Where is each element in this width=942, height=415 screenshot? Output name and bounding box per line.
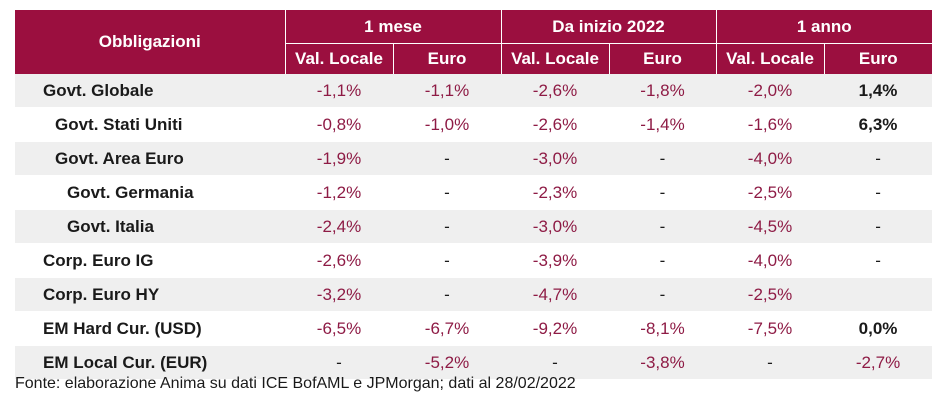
table-cell: -3,9% xyxy=(501,243,610,278)
table-cell: - xyxy=(609,243,717,278)
row-label: Govt. Globale xyxy=(15,74,285,108)
table-cell: -2,7% xyxy=(824,345,933,380)
table-cell: -9,2% xyxy=(501,311,610,346)
table-cell: -1,9% xyxy=(285,141,393,176)
table-body: Govt. Globale -1,1% -1,1% -2,6% -1,8% -2,0% 1,… xyxy=(15,74,933,380)
table-cell: -1,1% xyxy=(393,74,502,108)
row-label: Corp. Euro HY xyxy=(15,277,285,312)
table-cell: -2,6% xyxy=(501,107,610,142)
subcol-header: Val. Locale xyxy=(501,43,610,74)
row-label: EM Hard Cur. (USD) xyxy=(15,311,285,346)
table-cell: - xyxy=(285,345,393,380)
subcol-header: Val. Locale xyxy=(285,43,394,74)
table-cell: -2,4% xyxy=(285,209,393,244)
table-cell xyxy=(824,277,933,312)
table-row: Govt. Germania -1,2% - -2,3% - -2,5% - xyxy=(15,175,933,210)
table-cell: -4,5% xyxy=(716,209,825,244)
table-cell: -1,2% xyxy=(285,175,393,210)
table-row: Corp. Euro HY -3,2% - -4,7% - -2,5% xyxy=(15,277,933,312)
table-cell: 0,0% xyxy=(824,311,933,346)
table-row: Govt. Italia -2,4% - -3,0% - -4,5% - xyxy=(15,209,933,244)
table-row: EM Local Cur. (EUR) - -5,2% - -3,8% - -2,7% xyxy=(15,345,933,380)
table-cell: - xyxy=(609,175,717,210)
table-cell: - xyxy=(393,175,502,210)
table-cell: -2,6% xyxy=(285,243,393,278)
table-cell: -1,6% xyxy=(716,107,825,142)
table-cell: - xyxy=(609,141,717,176)
table-cell: - xyxy=(824,175,933,210)
bond-returns-table: Obbligazioni 1 mese Da inizio 2022 1 ann… xyxy=(15,10,933,380)
table-cell: - xyxy=(824,141,933,176)
table-cell: -4,0% xyxy=(716,141,825,176)
row-label: Govt. Area Euro xyxy=(15,141,285,176)
group-header-ytd: Da inizio 2022 xyxy=(501,10,717,44)
table-row: EM Hard Cur. (USD) -6,5% -6,7% -9,2% -8,1% -7… xyxy=(15,311,933,346)
table-cell: -5,2% xyxy=(393,345,502,380)
table-cell: - xyxy=(393,209,502,244)
group-header-1-month: 1 mese xyxy=(285,10,502,44)
table-cell: -6,7% xyxy=(393,311,502,346)
table-cell: -3,0% xyxy=(501,141,610,176)
table-cell: -2,5% xyxy=(716,277,825,312)
table-cell: - xyxy=(716,345,825,380)
table-cell: -4,0% xyxy=(716,243,825,278)
subcol-header: Euro xyxy=(609,43,717,74)
table-cell: 1,4% xyxy=(824,74,933,108)
row-label: Govt. Germania xyxy=(15,175,285,210)
table-cell: -2,5% xyxy=(716,175,825,210)
table-cell: -1,4% xyxy=(609,107,717,142)
table-cell: - xyxy=(393,277,502,312)
table-cell: - xyxy=(501,345,610,380)
table-cell: -2,0% xyxy=(716,74,825,108)
table-cell: -8,1% xyxy=(609,311,717,346)
subcol-header: Val. Locale xyxy=(716,43,825,74)
table-cell: - xyxy=(824,209,933,244)
table-row: Govt. Globale -1,1% -1,1% -2,6% -1,8% -2,0% 1,… xyxy=(15,74,933,108)
table-cell: -1,8% xyxy=(609,74,717,108)
table-cell: -3,8% xyxy=(609,345,717,380)
table-row: Corp. Euro IG -2,6% - -3,9% - -4,0% - xyxy=(15,243,933,278)
table-cell: -6,5% xyxy=(285,311,393,346)
row-label: Govt. Stati Uniti xyxy=(15,107,285,142)
table-cell: - xyxy=(824,243,933,278)
table-cell: -1,0% xyxy=(393,107,502,142)
table-cell: - xyxy=(609,277,717,312)
table-header: Obbligazioni 1 mese Da inizio 2022 1 ann… xyxy=(15,10,933,74)
group-header-1-year: 1 anno xyxy=(716,10,933,44)
table-cell: -1,1% xyxy=(285,74,393,108)
subcol-header: Euro xyxy=(824,43,933,74)
source-note: Fonte: elaborazione Anima su dati ICE Bo… xyxy=(15,375,576,392)
table-cell: -4,7% xyxy=(501,277,610,312)
row-label: EM Local Cur. (EUR) xyxy=(15,345,285,380)
table-row: Govt. Stati Uniti -0,8% -1,0% -2,6% -1,4% -1,… xyxy=(15,107,933,142)
table-cell: -3,0% xyxy=(501,209,610,244)
table-row: Govt. Area Euro -1,9% - -3,0% - -4,0% - xyxy=(15,141,933,176)
table-cell: 6,3% xyxy=(824,107,933,142)
bond-returns-table-wrapper: Obbligazioni 1 mese Da inizio 2022 1 ann… xyxy=(15,10,933,380)
table-cell: -3,2% xyxy=(285,277,393,312)
table-cell: -7,5% xyxy=(716,311,825,346)
row-label-header: Obbligazioni xyxy=(15,10,286,74)
table-cell: -2,3% xyxy=(501,175,610,210)
table-cell: - xyxy=(393,243,502,278)
row-label: Corp. Euro IG xyxy=(15,243,285,278)
table-cell: -0,8% xyxy=(285,107,393,142)
table-cell: -2,6% xyxy=(501,74,610,108)
subcol-header: Euro xyxy=(393,43,502,74)
table-cell: - xyxy=(609,209,717,244)
table-cell: - xyxy=(393,141,502,176)
row-label: Govt. Italia xyxy=(15,209,285,244)
